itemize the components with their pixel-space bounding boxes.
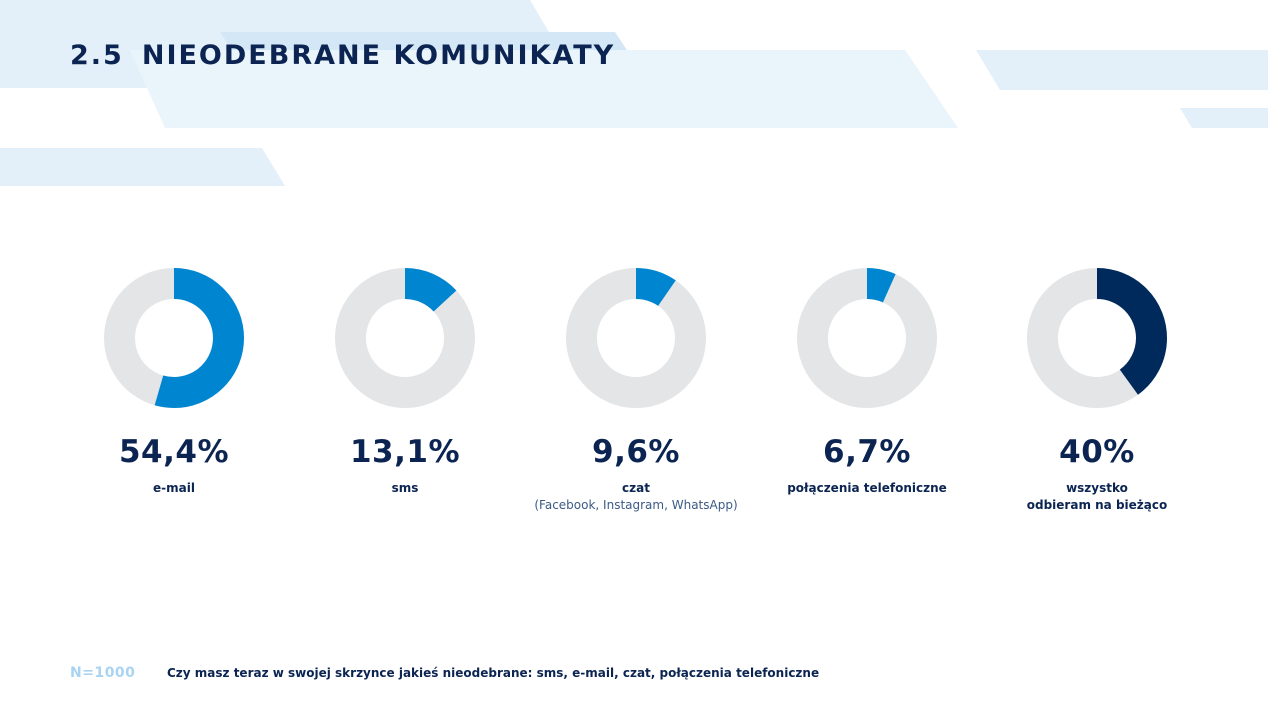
- donut-chart-phone: [797, 268, 937, 408]
- donut-item-phone: 6,7% połączenia telefoniczne: [752, 268, 982, 497]
- footer: N=1000 Czy masz teraz w swojej skrzynce …: [70, 665, 819, 681]
- donut-chart-all: [1027, 268, 1167, 408]
- donut-item-chat: 9,6% czat (Facebook, Instagram, WhatsApp…: [521, 268, 751, 513]
- label-email: e-mail: [153, 481, 195, 495]
- donut-arc-chat: [566, 268, 706, 408]
- donut-arc-sms: [335, 268, 475, 408]
- donut-chart-sms: [335, 268, 475, 408]
- survey-question: Czy masz teraz w swojej skrzynce jakieś …: [167, 666, 820, 680]
- donut-arc-phone: [797, 268, 937, 408]
- donut-chart-chat: [566, 268, 706, 408]
- donut-item-all: 40% wszystko odbieram na bieżąco: [982, 268, 1212, 514]
- donut-track: [566, 268, 706, 408]
- sublabel-chat: (Facebook, Instagram, WhatsApp): [534, 498, 738, 512]
- label-chat: czat: [622, 481, 650, 495]
- donut-track: [797, 268, 937, 408]
- donut-chart-email: [104, 268, 244, 408]
- donut-arc-email: [104, 268, 244, 408]
- donut-arc-all: [1027, 268, 1167, 408]
- label-sms: sms: [391, 481, 419, 495]
- value-chat: 9,6%: [592, 434, 680, 470]
- value-all: 40%: [1059, 434, 1135, 470]
- page-title: 2.5 NIEODEBRANE KOMUNIKATY: [70, 40, 615, 71]
- label-all: wszystko odbieram na bieżąco: [1026, 481, 1168, 512]
- donut-item-email: 54,4% e-mail: [59, 268, 289, 497]
- label-phone: połączenia telefoniczne: [787, 481, 947, 495]
- sample-size: N=1000: [70, 665, 136, 681]
- donut-item-sms: 13,1% sms: [290, 268, 520, 497]
- value-phone: 6,7%: [823, 434, 911, 470]
- value-email: 54,4%: [118, 434, 230, 470]
- section-title: NIEODEBRANE KOMUNIKATY: [141, 40, 616, 71]
- value-sms: 13,1%: [349, 434, 461, 470]
- section-number: 2.5: [70, 40, 124, 71]
